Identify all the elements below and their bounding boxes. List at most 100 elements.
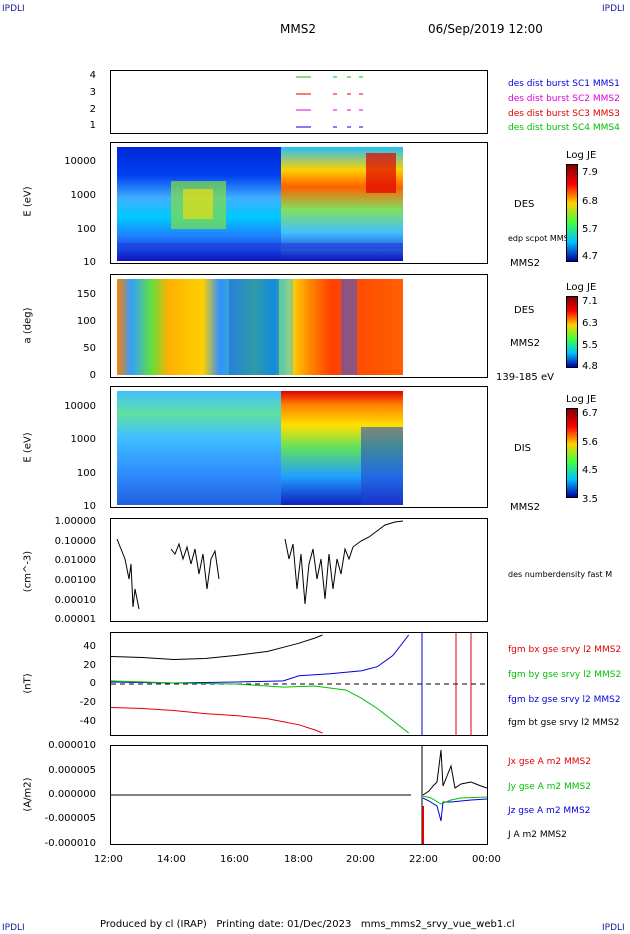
cb2-title: Log JE: [566, 282, 597, 293]
dis-energy-ytick-1000: 1000: [70, 434, 96, 445]
density-plot: [116, 520, 404, 610]
dis-energy-sc-label: MMS2: [510, 502, 540, 513]
xtick-2200: 22:00: [409, 854, 438, 865]
burst-ytick-1: 1: [89, 120, 96, 131]
datetime-title: 06/Sep/2019 12:00: [428, 22, 543, 36]
current-ytick-2: 0.000000: [48, 789, 96, 800]
des-pitch-ylabel: a (deg): [22, 307, 34, 344]
des-pitch-ytick-0: 0: [89, 370, 96, 381]
fgm-series-bt: [111, 634, 323, 661]
burst-ytick-2: 2: [89, 104, 96, 115]
current-ylabel: (A/m2): [22, 777, 34, 812]
fgm-ytick-40: 40: [83, 641, 96, 652]
des-pitch-ytick-50: 50: [83, 343, 96, 354]
dis-energy-ytick-100: 100: [76, 468, 96, 479]
burst-legend-mms4: des dist burst SC4 MMS4: [508, 123, 620, 133]
fgm-panel: [110, 632, 488, 736]
des-energy-ytick-100: 100: [76, 224, 96, 235]
fgm-ytick-20: 20: [83, 660, 96, 671]
cb2-tick-3: 5.5: [582, 340, 598, 351]
cb1-tick-bottom: 4.7: [582, 251, 598, 262]
current-legend-jx: Jx gse A m2 MMS2: [508, 757, 591, 767]
current-ytick-3: -0.000005: [44, 813, 96, 824]
xtick-1600: 16:00: [220, 854, 249, 865]
fgm-series-bz: [111, 634, 410, 684]
corner-mark-top-right: IPDLI: [602, 4, 625, 14]
fgm-series-bx: [111, 707, 323, 734]
cb1-tick-3: 5.7: [582, 224, 598, 235]
fgm-legend-by: fgm by gse srvy l2 MMS2: [508, 670, 622, 680]
cb3-tick-2: 5.6: [582, 437, 598, 448]
current-ytick-1: 0.000005: [48, 765, 96, 776]
density-ytick-0.00001: 0.00001: [54, 614, 96, 625]
dis-energy-ytick-10000: 10000: [64, 401, 96, 412]
cb1-colorbar: [566, 164, 578, 262]
burst-plot: [296, 76, 363, 128]
corner-mark-bottom-right: IPDLI: [602, 923, 625, 933]
density-ytick-0.01: 0.01000: [54, 555, 96, 566]
fgm-legend-bx: fgm bx gse srvy l2 MMS2: [508, 645, 622, 655]
fgm-series-by: [111, 680, 410, 734]
xtick-0000: 00:00: [472, 854, 501, 865]
des-pitch-energy-label: 139-185 eV: [496, 372, 554, 383]
cb2-tick-top: 7.1: [582, 296, 598, 307]
corner-mark-top-left: IPDLI: [2, 4, 25, 14]
burst-panel: [110, 70, 488, 134]
density-panel: [110, 518, 488, 622]
footer-text: Produced by cl (IRAP) Printing date: 01/…: [100, 919, 515, 930]
xtick-1400: 14:00: [157, 854, 186, 865]
corner-mark-bottom-left: IPDLI: [2, 923, 25, 933]
cb1-tick-top: 7.9: [582, 167, 598, 178]
cb1-title: Log JE: [566, 150, 597, 161]
current-legend-jy: Jy gse A m2 MMS2: [508, 782, 591, 792]
current-legend-jz: Jz gse A m2 MMS2: [508, 806, 591, 816]
cb3-colorbar: [566, 408, 578, 498]
fgm-ytick-0: 0: [89, 678, 96, 689]
des-energy-ytick-10: 10: [83, 257, 96, 268]
fgm-ytick-minus40: -40: [79, 716, 96, 727]
des-energy-label: DES: [514, 199, 535, 210]
des-pitch-spectrogram: [117, 279, 403, 375]
dis-energy-label: DIS: [514, 443, 531, 454]
des-pitch-ytick-100: 100: [76, 316, 96, 327]
current-ytick-4: -0.000010: [44, 838, 96, 849]
cb3-title: Log JE: [566, 394, 597, 405]
cb1-tick-2: 6.8: [582, 196, 598, 207]
density-ylabel: (cm^-3): [22, 550, 34, 593]
cb2-tick-bottom: 4.8: [582, 361, 598, 372]
density-ytick-1: 1.00000: [54, 516, 96, 527]
current-ytick-0: 0.000010: [48, 740, 96, 751]
des-energy-ylabel: E (eV): [22, 186, 34, 217]
fgm-ylabel: (nT): [22, 673, 34, 694]
xtick-1200: 12:00: [94, 854, 123, 865]
xtick-2000: 20:00: [346, 854, 375, 865]
fgm-legend-bz: fgm bz gse srvy l2 MMS2: [508, 695, 621, 705]
density-ytick-0.0001: 0.00010: [54, 595, 96, 606]
des-energy-sc-label: MMS2: [510, 258, 540, 269]
current-plot: [111, 746, 487, 844]
des-energy-panel: [110, 142, 488, 264]
xtick-1800: 18:00: [284, 854, 313, 865]
dis-energy-ylabel: E (eV): [22, 432, 34, 463]
cb3-tick-3: 4.5: [582, 465, 598, 476]
burst-legend-mms1: des dist burst SC1 MMS1: [508, 79, 620, 89]
cb2-tick-2: 6.3: [582, 318, 598, 329]
des-pitch-sc-label: MMS2: [510, 338, 540, 349]
des-energy-overlay-label: edp scpot MMS2: [508, 234, 574, 243]
des-energy-ytick-1000: 1000: [70, 190, 96, 201]
dis-energy-spectrogram: [117, 391, 403, 505]
spacecraft-title: MMS2: [280, 22, 316, 36]
cb2-colorbar: [566, 296, 578, 368]
burst-legend-mms2: des dist burst SC2 MMS2: [508, 94, 620, 104]
des-pitch-label: DES: [514, 305, 535, 316]
cb3-tick-bottom: 3.5: [582, 494, 598, 505]
density-legend: des numberdensity fast M: [508, 570, 613, 579]
current-panel: [110, 745, 488, 845]
fgm-legend-bt: fgm bt gse srvy l2 MMS2: [508, 718, 620, 728]
cb3-tick-top: 6.7: [582, 408, 598, 419]
dis-energy-ytick-10: 10: [83, 501, 96, 512]
des-pitch-ytick-150: 150: [76, 289, 96, 300]
des-energy-ytick-10000: 10000: [64, 156, 96, 167]
density-ytick-0.1: 0.10000: [54, 536, 96, 547]
fgm-plot: [111, 633, 487, 735]
